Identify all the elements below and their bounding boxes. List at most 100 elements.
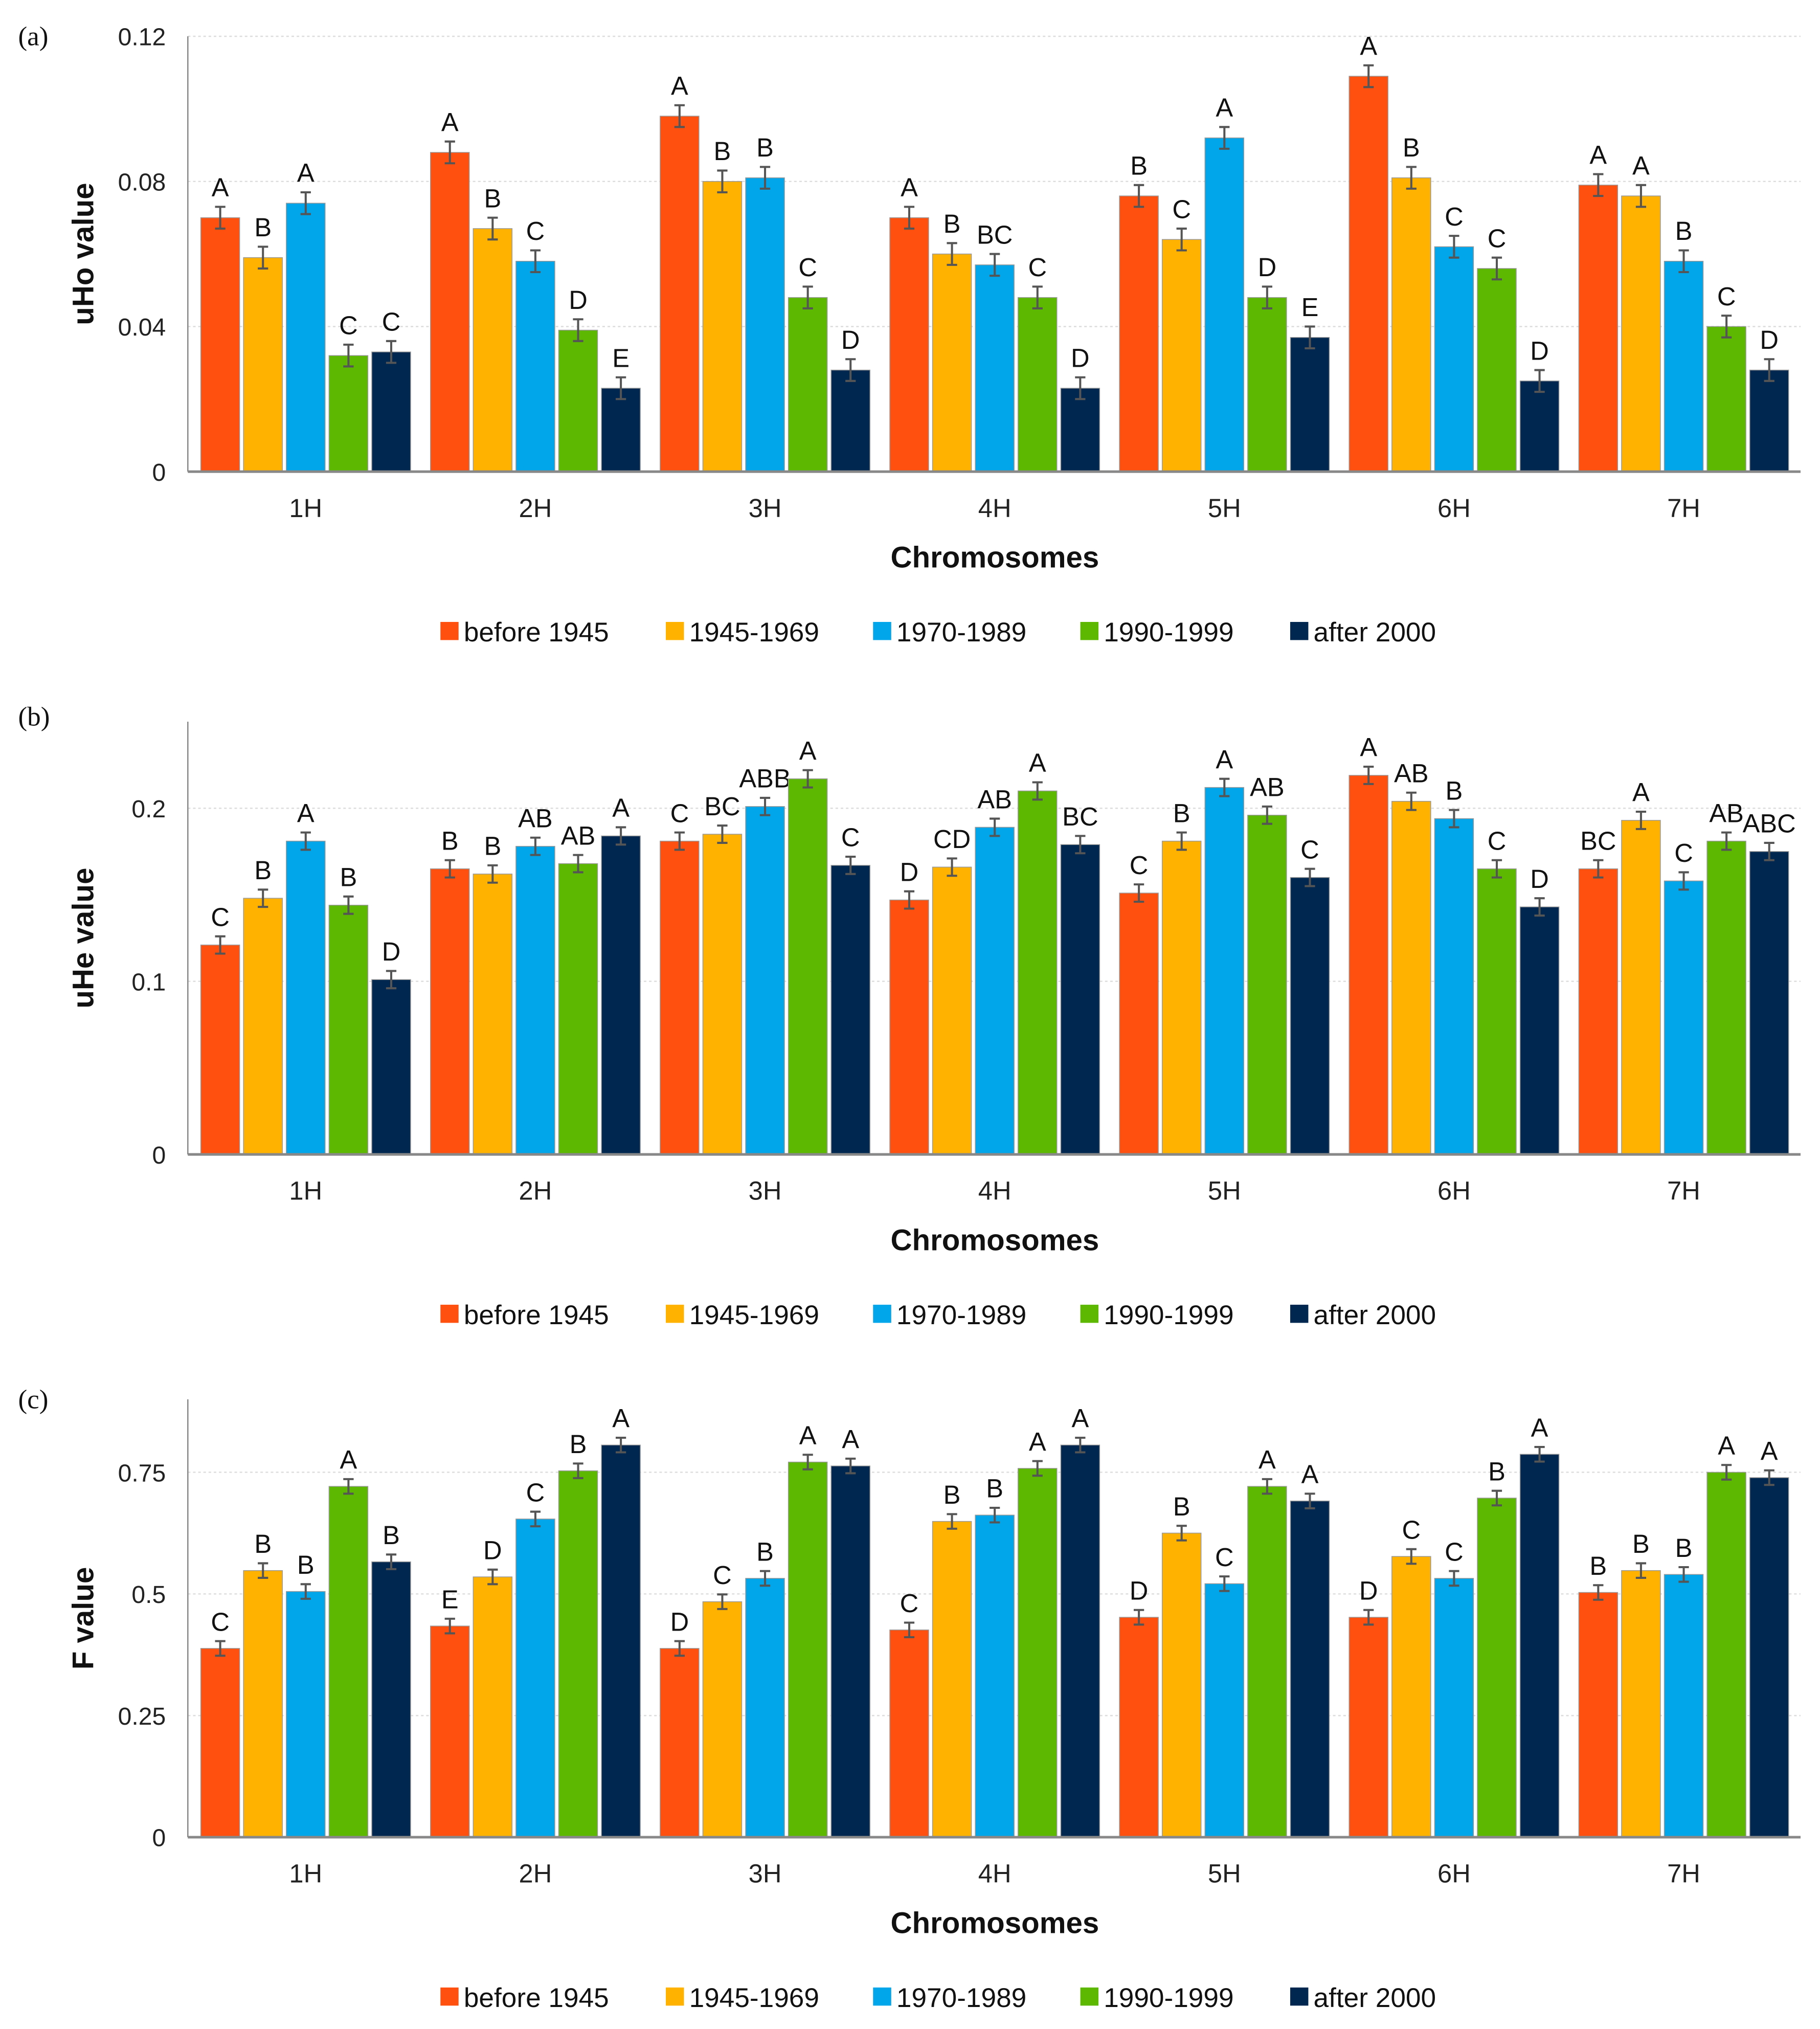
bar-before-1945-2H <box>430 868 470 1155</box>
legend-item: 1945-1969 <box>666 617 819 648</box>
error-bar <box>386 970 397 990</box>
bar-1990-1999-7H <box>1706 326 1746 472</box>
bar-1990-1999-7H <box>1706 840 1746 1155</box>
error-bar <box>487 1568 498 1586</box>
significance-letter: B <box>340 863 357 892</box>
bar-1945-1969-2H <box>473 1576 513 1838</box>
bar-after-2000-4H <box>1060 388 1100 472</box>
error-bar <box>1721 1464 1732 1481</box>
bar-1945-1969-6H <box>1391 800 1431 1155</box>
legend-item: 1990-1999 <box>1080 617 1234 648</box>
significance-letter: B <box>484 184 501 213</box>
error-bar <box>759 796 771 816</box>
legend: before 1945 1945-1969 1970-1989 1990-1999 af… <box>440 1300 1436 1330</box>
error-bar <box>1075 376 1086 400</box>
error-bar <box>845 855 856 875</box>
legend-swatch <box>440 621 459 640</box>
error-bar <box>1219 777 1230 797</box>
legend-item: 1945-1969 <box>666 1300 819 1330</box>
error-bar <box>615 826 626 846</box>
error-bar <box>444 859 455 879</box>
error-bar <box>1363 765 1374 785</box>
significance-letter: AB <box>977 785 1012 814</box>
significance-letter: A <box>1531 1413 1548 1442</box>
significance-letter: E <box>441 1585 459 1614</box>
significance-letter: A <box>1029 1427 1046 1456</box>
error-bar <box>674 104 685 128</box>
bar-1990-1999-5H <box>1247 815 1287 1155</box>
significance-letter: D <box>382 937 401 966</box>
bar-1970-1989-3H <box>745 1578 785 1838</box>
significance-letter: C <box>1488 224 1507 253</box>
significance-letter: A <box>297 159 314 188</box>
significance-letter: B <box>986 1474 1003 1503</box>
error-bar <box>1305 325 1315 350</box>
legend-swatch <box>666 1987 684 2006</box>
significance-letter: A <box>1301 1460 1319 1489</box>
legend-swatch <box>1080 621 1099 640</box>
x-tick-label: 1H <box>289 1176 322 1206</box>
error-bar <box>1032 285 1043 309</box>
significance-letter: E <box>1301 293 1319 322</box>
error-bar <box>1032 1460 1043 1477</box>
significance-letter: C <box>670 798 689 828</box>
legend-label: 1945-1969 <box>689 1300 819 1330</box>
x-tick-label: 7H <box>1667 1859 1700 1888</box>
error-bar <box>1491 859 1502 879</box>
bar-after-2000-5H <box>1290 1500 1330 1838</box>
error-bar <box>990 817 1000 837</box>
x-tick-label: 6H <box>1437 1859 1471 1888</box>
x-tick-label: 4H <box>978 494 1012 523</box>
error-bar <box>802 1454 813 1470</box>
legend-swatch <box>1080 1987 1099 2006</box>
bar-1990-1999-4H <box>1018 297 1058 472</box>
error-bar <box>343 1478 354 1495</box>
bar-1970-1989-6H <box>1434 1578 1474 1838</box>
significance-letter: A <box>1718 1431 1735 1460</box>
x-tick-label: 4H <box>978 1859 1012 1888</box>
bar-after-2000-3H <box>830 369 870 472</box>
significance-letter: E <box>612 343 630 372</box>
significance-letter: A <box>1360 31 1377 60</box>
significance-letter: B <box>1675 216 1693 246</box>
significance-letter: ABC <box>1743 809 1796 838</box>
significance-letter: B <box>1632 1529 1650 1558</box>
legend-label: 1970-1989 <box>896 1300 1026 1330</box>
error-bar <box>530 836 541 856</box>
legend-label: 1970-1989 <box>896 1983 1026 2013</box>
error-bar <box>717 169 728 194</box>
y-axis-title: F value <box>66 1567 100 1670</box>
significance-letter: C <box>211 902 230 931</box>
x-tick-label: 4H <box>978 1176 1012 1206</box>
significance-letter: B <box>943 1480 961 1509</box>
bar-before-1945-4H <box>889 1629 929 1838</box>
x-tick-label: 2H <box>519 1176 552 1206</box>
bar-1990-1999-1H <box>328 1486 369 1838</box>
bar-after-2000-4H <box>1060 1444 1100 1838</box>
bar-1970-1989-7H <box>1664 880 1704 1155</box>
bar-1990-1999-4H <box>1018 790 1058 1155</box>
significance-letter: AB <box>1250 773 1285 802</box>
error-bar <box>947 242 957 266</box>
error-bar <box>904 890 915 910</box>
significance-letter: B <box>756 1537 774 1566</box>
y-tick-label: 0.12 <box>118 24 166 51</box>
significance-letter: B <box>1488 1457 1506 1486</box>
error-bar <box>215 1640 226 1657</box>
error-bar <box>674 1640 685 1657</box>
bar-1945-1969-2H <box>473 874 513 1155</box>
y-axis-title: uHo value <box>66 183 100 325</box>
error-bar <box>258 246 268 270</box>
significance-letter: B <box>1403 133 1420 162</box>
bar-1945-1969-7H <box>1621 1570 1661 1838</box>
bar-after-2000-2H <box>601 1444 641 1838</box>
x-axis-title: Chromosomes <box>890 541 1099 574</box>
x-tick-label: 5H <box>1208 1859 1241 1888</box>
error-bar <box>1635 1562 1647 1579</box>
bar-1945-1969-7H <box>1621 195 1661 472</box>
bar-1990-1999-2H <box>558 1470 598 1838</box>
bar-1990-1999-4H <box>1018 1468 1058 1838</box>
legend-label: before 1945 <box>464 1300 609 1330</box>
y-axis-title: uHe value <box>66 867 100 1008</box>
